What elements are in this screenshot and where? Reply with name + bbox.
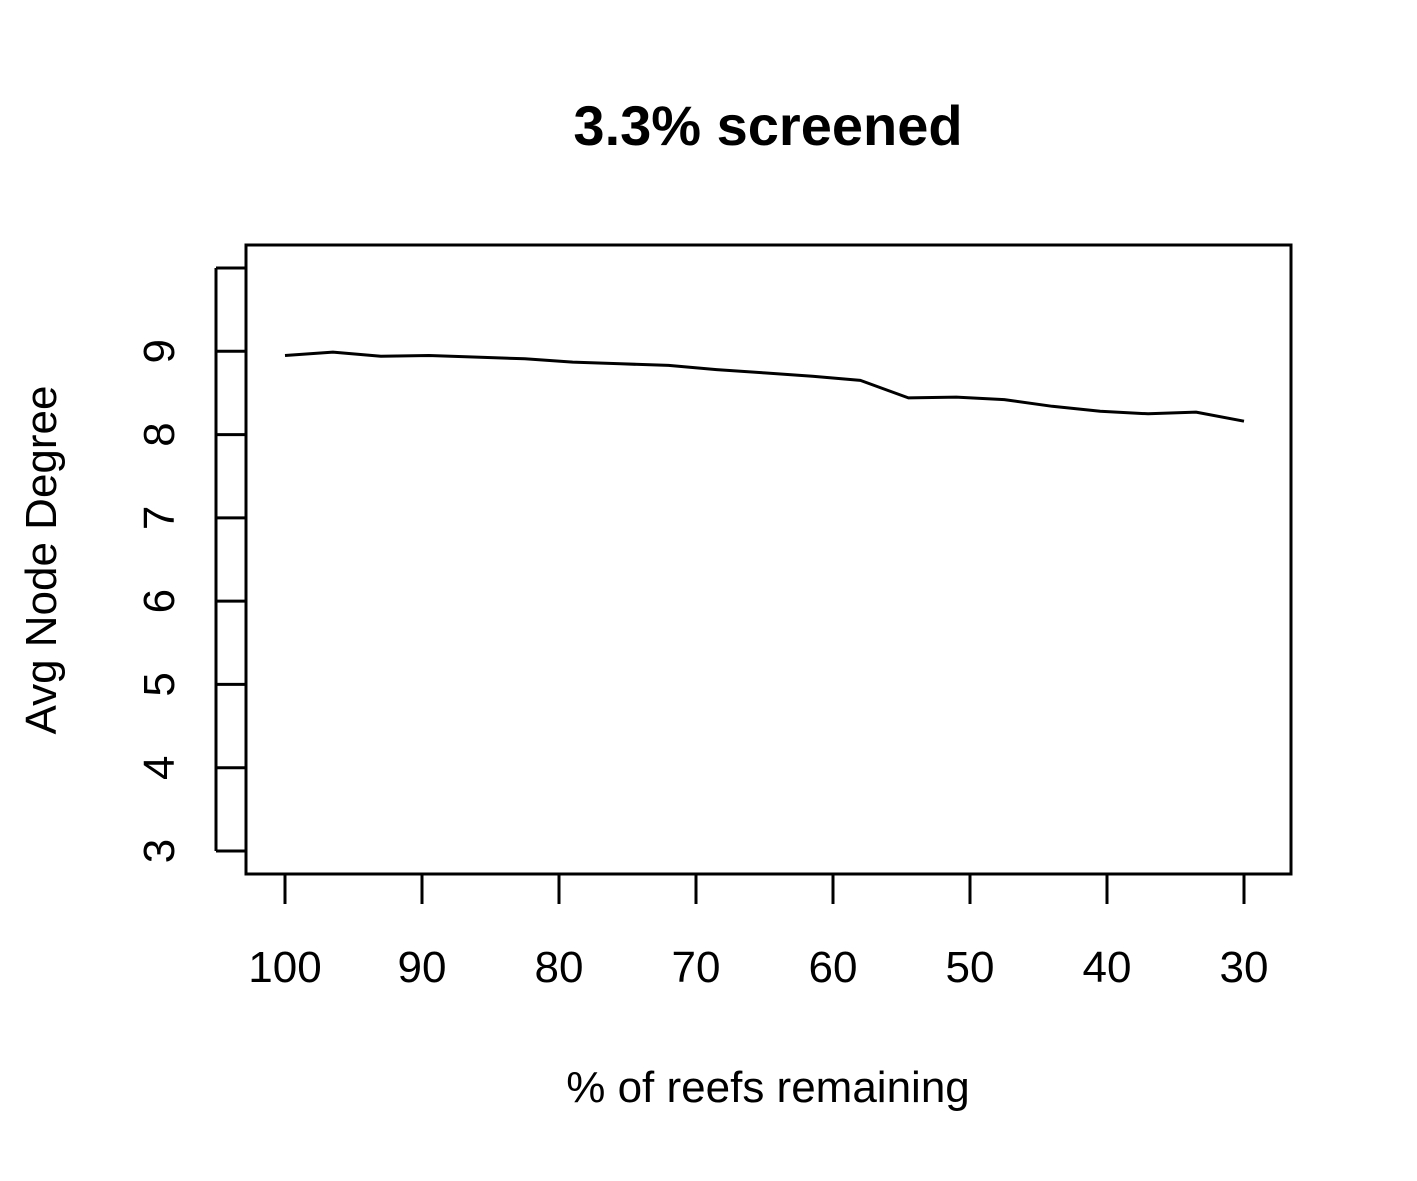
- x-tick-label: 50: [946, 943, 995, 992]
- x-tick-label: 40: [1083, 943, 1132, 992]
- chart-title: 3.3% screened: [573, 94, 962, 157]
- x-tick-label: 80: [535, 943, 584, 992]
- y-axis-label: Avg Node Degree: [17, 386, 66, 735]
- x-tick-label: 70: [672, 943, 721, 992]
- series-group: [284, 350, 1245, 423]
- x-axis: 100 90 80 70 60 50 40 30: [248, 872, 1269, 992]
- series-line: [284, 350, 1245, 423]
- x-tick-label: 100: [248, 943, 321, 992]
- x-tick-label: 60: [809, 943, 858, 992]
- y-tick-label: 8: [135, 422, 184, 446]
- y-tick-label: 9: [135, 339, 184, 363]
- y-tick-label: 6: [135, 589, 184, 613]
- y-tick-label: 4: [135, 755, 184, 779]
- plot-frame: [244, 243, 1293, 876]
- x-axis-label: % of reefs remaining: [566, 1063, 970, 1112]
- x-tick-label: 90: [398, 943, 447, 992]
- y-tick-label: 3: [135, 839, 184, 863]
- y-tick-label: 5: [135, 672, 184, 696]
- y-tick-label: 7: [135, 506, 184, 530]
- x-tick-label: 30: [1220, 943, 1269, 992]
- y-axis: 3 4 5 6 7 8 9: [135, 266, 246, 863]
